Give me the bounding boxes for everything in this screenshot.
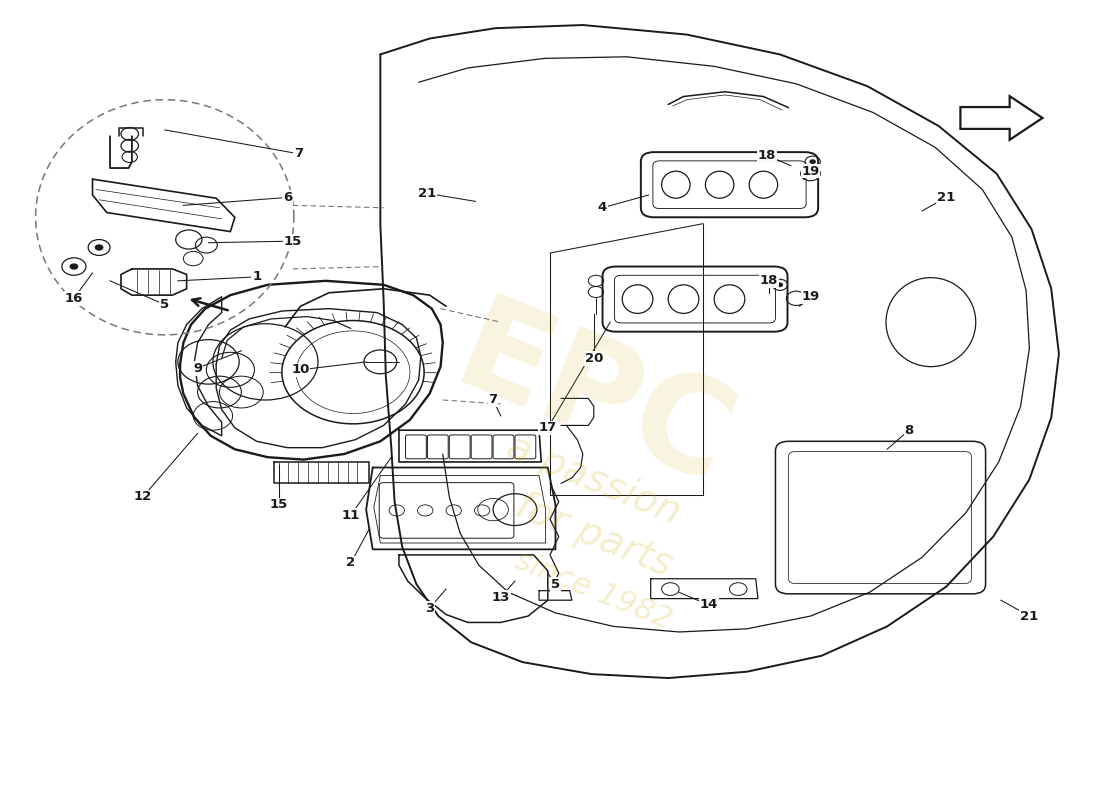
Text: 5: 5 xyxy=(161,298,169,311)
Text: 4: 4 xyxy=(598,202,607,214)
Text: 9: 9 xyxy=(192,362,202,374)
Text: 6: 6 xyxy=(283,191,292,204)
Text: 21: 21 xyxy=(418,187,437,200)
Circle shape xyxy=(95,244,103,250)
Text: 17: 17 xyxy=(539,422,557,434)
Text: 5: 5 xyxy=(551,578,560,591)
Text: 19: 19 xyxy=(802,290,820,303)
Text: 10: 10 xyxy=(292,363,310,376)
Text: 3: 3 xyxy=(425,602,435,614)
Circle shape xyxy=(810,159,816,164)
Text: 13: 13 xyxy=(492,590,510,603)
Text: 11: 11 xyxy=(342,509,360,522)
Text: 20: 20 xyxy=(584,352,603,365)
Text: 21: 21 xyxy=(1020,610,1038,622)
Text: since 1982: since 1982 xyxy=(512,546,676,635)
Text: 15: 15 xyxy=(270,498,288,511)
Text: 8: 8 xyxy=(904,424,914,437)
Text: 7: 7 xyxy=(294,147,302,160)
Text: 14: 14 xyxy=(700,598,718,611)
Text: EPC: EPC xyxy=(439,288,749,512)
Text: 16: 16 xyxy=(65,292,84,305)
Text: 18: 18 xyxy=(760,274,778,287)
Text: for parts: for parts xyxy=(509,486,678,584)
Text: 19: 19 xyxy=(802,165,820,178)
Text: 18: 18 xyxy=(758,149,776,162)
Text: 7: 7 xyxy=(488,394,497,406)
Circle shape xyxy=(69,263,78,270)
Text: 2: 2 xyxy=(346,556,355,570)
Circle shape xyxy=(777,282,783,287)
Text: 1: 1 xyxy=(252,270,262,283)
Text: 21: 21 xyxy=(937,191,955,204)
Text: 15: 15 xyxy=(284,234,301,248)
Text: a passion: a passion xyxy=(502,427,686,531)
Text: 12: 12 xyxy=(134,490,152,503)
